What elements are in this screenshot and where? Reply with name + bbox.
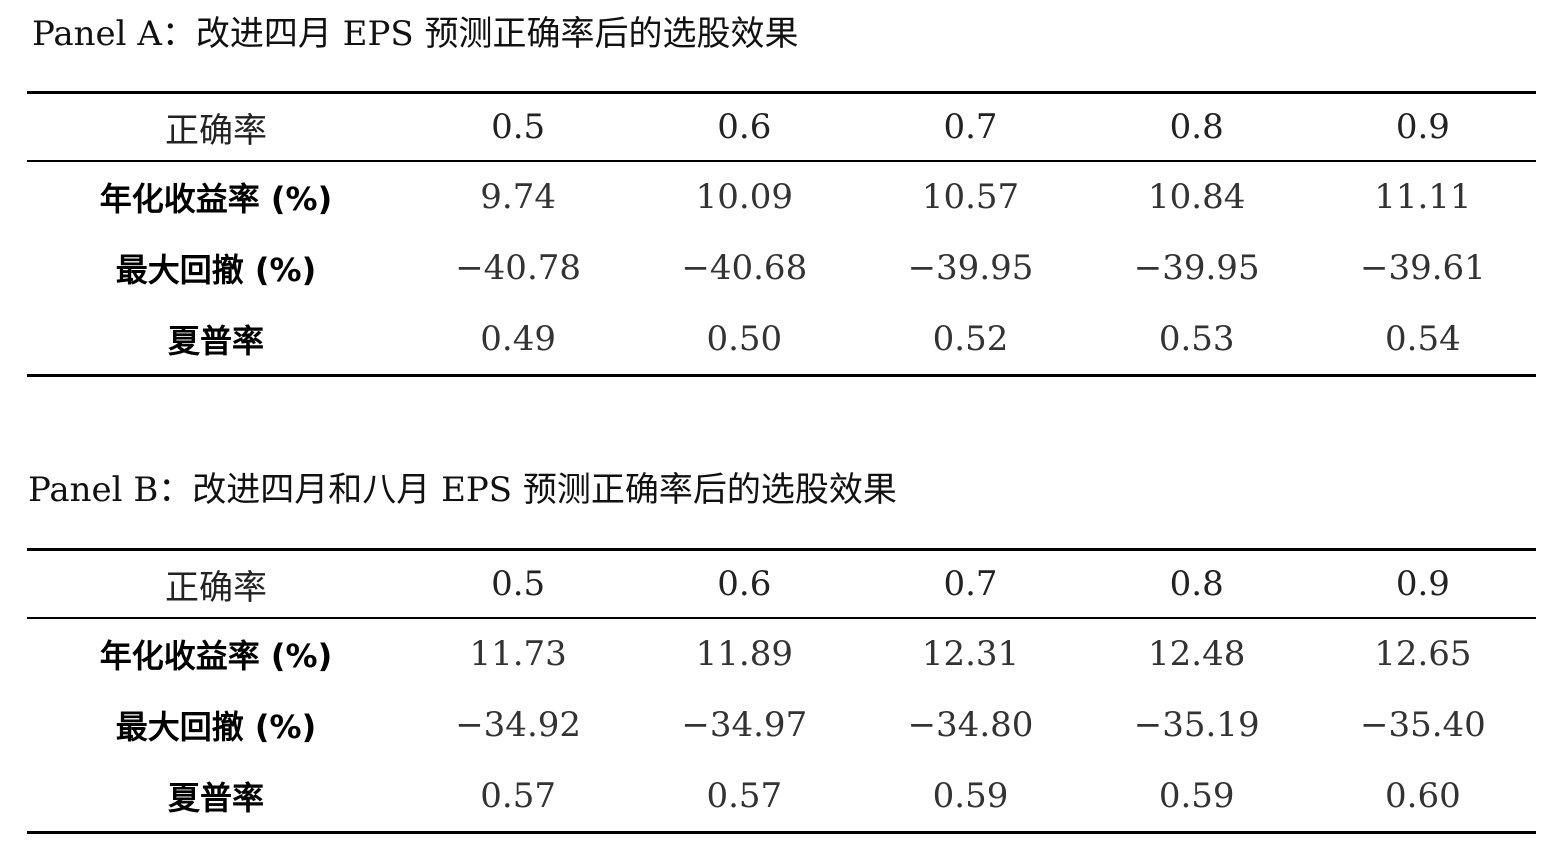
- table-row-max-drawdown: 最大回撤 (%) −40.78 −40.68 −39.95 −39.95 −39…: [27, 232, 1536, 304]
- table-cell: 11.11: [1374, 177, 1472, 217]
- header-cell: 0.5: [491, 564, 546, 604]
- table-cell: 10.09: [695, 177, 793, 217]
- table-row-sharpe: 夏普率 0.57 0.57 0.59 0.59 0.60: [27, 761, 1536, 833]
- table-cell: 9.74: [480, 177, 556, 217]
- row-label: 最大回撤 (%): [115, 708, 317, 746]
- table-cell: 0.50: [706, 319, 783, 359]
- table-cell: 12.65: [1374, 634, 1472, 674]
- table-cell: −35.19: [1133, 705, 1260, 745]
- table-cell: −39.95: [907, 248, 1034, 288]
- table-cell: 12.31: [921, 634, 1020, 674]
- table-cell: −40.78: [455, 248, 582, 288]
- table-cell: 0.60: [1385, 776, 1461, 816]
- header-cell: 0.9: [1395, 107, 1450, 147]
- table-cell: −35.40: [1359, 705, 1486, 745]
- header-cell: 0.8: [1169, 564, 1224, 604]
- table-cell: 0.52: [932, 319, 1009, 359]
- table-cell: 10.84: [1148, 177, 1246, 217]
- row-label: 夏普率: [168, 779, 265, 817]
- table-row-annual-return: 年化收益率 (%) 9.74 10.09 10.57 10.84 11.11: [27, 161, 1536, 232]
- header-cell: 0.5: [491, 107, 546, 147]
- header-accuracy-label: 正确率: [165, 567, 267, 608]
- table-cell: 11.89: [695, 634, 793, 674]
- table-cell: 10.57: [921, 177, 1020, 217]
- table-cell: −39.61: [1359, 248, 1486, 288]
- table-cell: 12.48: [1148, 634, 1246, 674]
- panel-b-table: 正确率 0.5 0.6 0.7 0.8 0.9 年化收益率 (%) 11.73 …: [27, 548, 1536, 834]
- table-cell: 0.54: [1385, 319, 1461, 359]
- panel-b-title: Panel B：改进四月和八月 EPS 预测正确率后的选股效果: [28, 470, 897, 510]
- table-header-row: 正确率 0.5 0.6 0.7 0.8 0.9: [27, 92, 1536, 161]
- table-cell: 0.49: [480, 319, 556, 359]
- table-cell: 0.57: [480, 776, 556, 816]
- table-cell: 0.59: [1158, 776, 1235, 816]
- header-cell: 0.7: [943, 564, 998, 604]
- panel-a-table: 正确率 0.5 0.6 0.7 0.8 0.9 年化收益率 (%) 9.74 1…: [27, 91, 1536, 377]
- table-header-row: 正确率 0.5 0.6 0.7 0.8 0.9: [27, 549, 1536, 618]
- table-cell: −34.97: [681, 705, 808, 745]
- header-accuracy-label: 正确率: [165, 110, 267, 151]
- header-cell: 0.9: [1395, 564, 1450, 604]
- table-cell: −34.80: [907, 705, 1034, 745]
- table-cell: −34.92: [455, 705, 582, 745]
- table-cell: 11.73: [469, 634, 567, 674]
- header-cell: 0.6: [717, 107, 772, 147]
- table-cell: 0.59: [932, 776, 1009, 816]
- table-cell: 0.57: [706, 776, 783, 816]
- table-cell: 0.53: [1158, 319, 1235, 359]
- panel-a-title: Panel A：改进四月 EPS 预测正确率后的选股效果: [32, 14, 799, 54]
- header-cell: 0.6: [717, 564, 772, 604]
- table-row-sharpe: 夏普率 0.49 0.50 0.52 0.53 0.54: [27, 304, 1536, 376]
- table-cell: −39.95: [1133, 248, 1260, 288]
- row-label: 夏普率: [168, 322, 265, 360]
- header-cell: 0.8: [1169, 107, 1224, 147]
- table-row-max-drawdown: 最大回撤 (%) −34.92 −34.97 −34.80 −35.19 −35…: [27, 689, 1536, 761]
- header-cell: 0.7: [943, 107, 998, 147]
- row-label: 年化收益率 (%): [99, 180, 333, 218]
- row-label: 最大回撤 (%): [115, 251, 317, 289]
- table-row-annual-return: 年化收益率 (%) 11.73 11.89 12.31 12.48 12.65: [27, 618, 1536, 689]
- table-cell: −40.68: [681, 248, 808, 288]
- row-label: 年化收益率 (%): [99, 637, 333, 675]
